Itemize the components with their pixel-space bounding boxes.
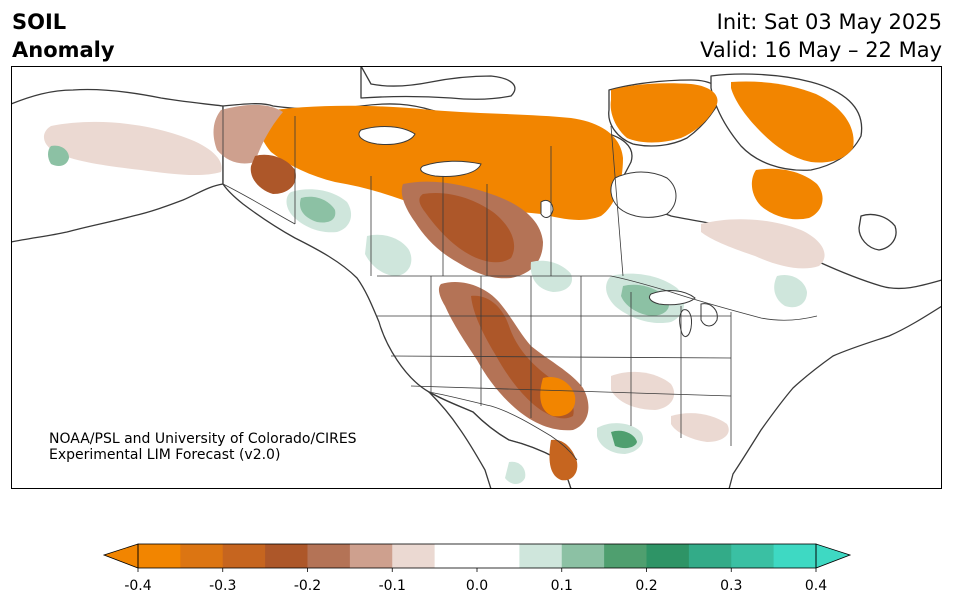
colorbar-bin: [731, 544, 775, 568]
great-bear-lake: [358, 126, 416, 145]
wet-anomaly-alaska: [48, 145, 69, 166]
wet-anomaly-new-england: [774, 274, 807, 308]
variable-name: SOIL: [12, 10, 67, 34]
colorbar-tick-label: 0.4: [805, 578, 827, 594]
colorbar-tick-label: 0.3: [720, 578, 742, 594]
forecast-dates: Init: Sat 03 May 2025 Valid: 16 May – 22…: [700, 8, 942, 64]
colorbar-tick-label: -0.2: [294, 578, 321, 594]
colorbar-bin: [773, 544, 817, 568]
wet-anomaly-northwest: [365, 234, 412, 276]
colorbar-under-arrow: [102, 543, 139, 569]
political-borders: [222, 106, 818, 461]
colorbar: -0.4 -0.3 -0.2 -0.1 0.0 0.1 0.2 0.3 0.4: [102, 543, 852, 594]
colorbar-bin: [138, 544, 181, 568]
anomaly-label: Anomaly: [12, 38, 115, 62]
dry-fringe-yukon: [250, 154, 296, 194]
water-bodies: [358, 126, 718, 337]
lake-michigan: [679, 309, 692, 337]
colorbar-tick-label: 0.0: [466, 578, 488, 594]
lake-superior: [648, 290, 696, 306]
colorbar-tick-label: 0.2: [635, 578, 657, 594]
great-slave-lake: [420, 160, 482, 177]
colorbar-tick-label: 0.1: [551, 578, 573, 594]
colorbar-bin: [222, 544, 266, 568]
valid-range: Valid: 16 May – 22 May: [700, 38, 942, 62]
credit-line-2: Experimental LIM Forecast (v2.0): [49, 447, 281, 463]
colorbar-bin: [349, 544, 393, 568]
map-title: SOIL Anomaly: [12, 8, 115, 64]
colorbar-bin: [392, 544, 436, 568]
dry-anomaly-texas: [549, 439, 578, 481]
colorbar-bin: [307, 544, 351, 568]
light-dry-alaska: [43, 121, 222, 176]
colorbar-bin: [561, 544, 605, 568]
hudson-bay: [610, 171, 677, 218]
colorbar-tick-label: -0.3: [209, 578, 236, 594]
anomaly-map: [11, 66, 942, 489]
wet-core-bc: [299, 196, 336, 223]
lake-huron: [700, 303, 718, 327]
credit-line-1: NOAA/PSL and University of Colorado/CIRE…: [49, 431, 357, 447]
light-dry-labrador: [701, 219, 825, 269]
colorbar-bin: [646, 544, 690, 568]
canada-provinces: [294, 116, 624, 277]
colorbar-bin: [265, 544, 308, 568]
us-states: [377, 276, 732, 446]
colorbar-bin: [434, 544, 520, 568]
colorbar-ticks: -0.4 -0.3 -0.2 -0.1 0.0 0.1 0.2 0.3 0.4: [124, 568, 827, 594]
dry-peak-oklahoma: [540, 376, 576, 417]
colorbar-bin: [604, 544, 647, 568]
light-dry-midwest: [611, 371, 675, 410]
arctic-islands: [360, 66, 516, 100]
colorbar-bin: [180, 544, 224, 568]
init-date: Init: Sat 03 May 2025: [716, 10, 942, 34]
lake-winnipeg: [540, 199, 554, 218]
colorbar-tick-label: -0.1: [379, 578, 406, 594]
credit-text: NOAA/PSL and University of Colorado/CIRE…: [49, 431, 357, 463]
wet-core-gulf-coast: [611, 430, 637, 449]
dry-anomaly-greenland: [731, 81, 854, 163]
colorbar-over-arrow: [815, 543, 852, 569]
dry-anomaly-quebec: [751, 168, 823, 220]
colorbar-tick-label: -0.4: [124, 578, 151, 594]
colorbar-bins: [138, 544, 817, 568]
canada-us-border: [222, 106, 818, 321]
colorbar-bin: [688, 544, 732, 568]
wet-anomaly-baja: [505, 461, 526, 484]
map-frame: [11, 66, 942, 489]
newfoundland: [858, 213, 897, 251]
dry-anomaly-baffin: [610, 83, 718, 143]
us-mexico-border: [428, 391, 578, 461]
light-dry-southeast: [671, 413, 729, 442]
dry-fringe-north: [213, 104, 283, 164]
colorbar-bin: [519, 544, 563, 568]
